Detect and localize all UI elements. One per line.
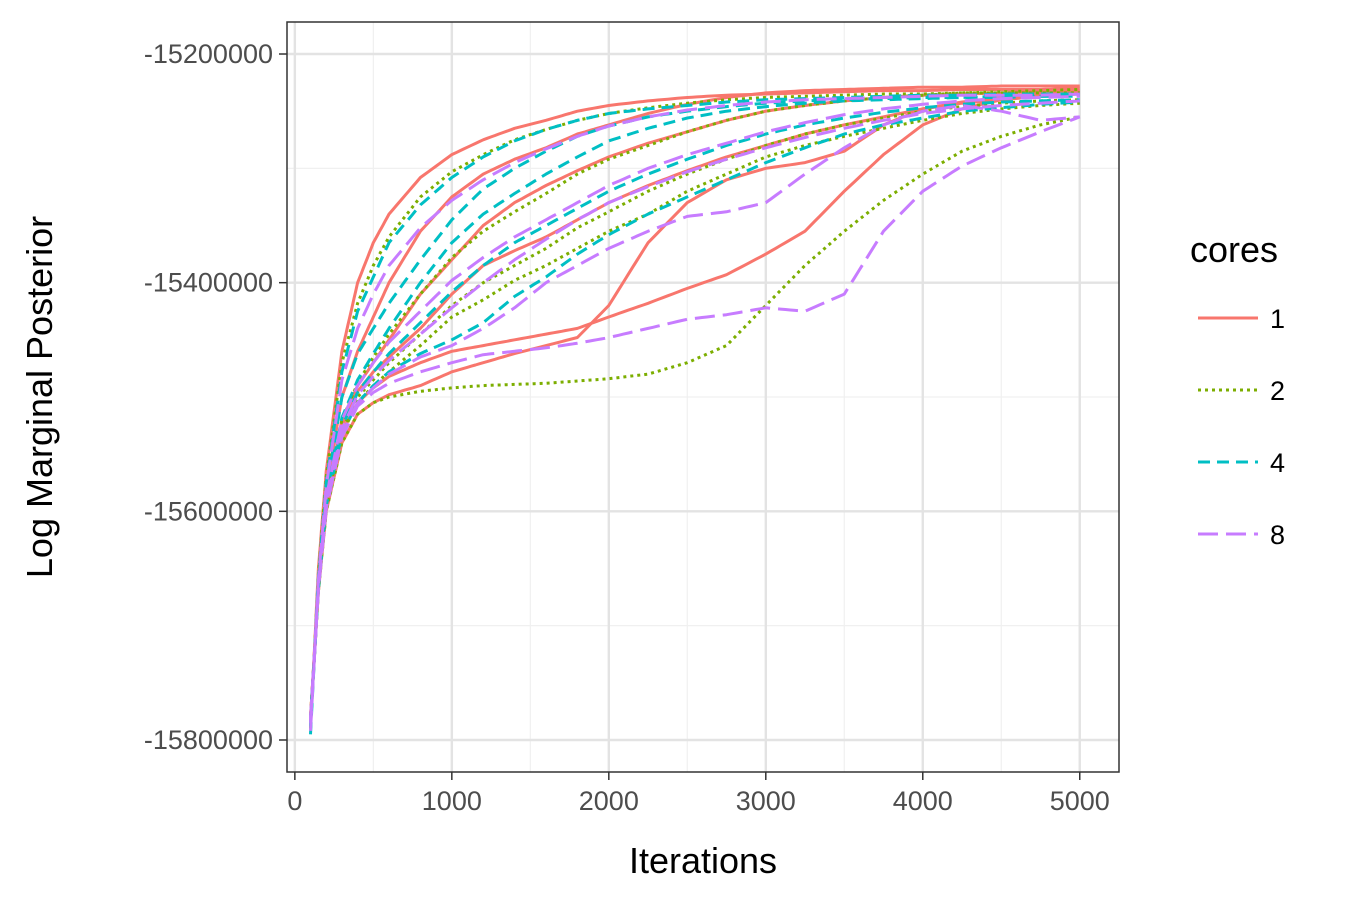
series-line-cores-8 <box>309 115 1081 720</box>
y-axis-title: Log Marginal Posterior <box>19 216 60 578</box>
legend-label: 8 <box>1270 520 1285 550</box>
x-tick-label: 2000 <box>579 786 639 816</box>
legend-label: 2 <box>1270 376 1285 406</box>
legend-label: 1 <box>1270 304 1285 334</box>
series-line-cores-2 <box>309 101 1080 720</box>
x-tick-label: 4000 <box>893 786 953 816</box>
plot-border <box>286 21 1120 773</box>
series-line-cores-4 <box>309 94 1080 723</box>
series-line-cores-1 <box>309 84 1080 723</box>
series-line-cores-8 <box>309 99 1080 721</box>
x-axis-title: Iterations <box>629 840 777 881</box>
y-tick-label: -15800000 <box>144 725 273 755</box>
x-tick-label: 0 <box>287 786 302 816</box>
y-axis: -15800000 -15600000 -15400000 -15200000 <box>144 39 287 755</box>
x-tick-label: 5000 <box>1050 786 1110 816</box>
series-line-cores-1 <box>309 86 1080 729</box>
x-tick-label: 1000 <box>422 786 482 816</box>
grid-major <box>287 22 1119 772</box>
series-line-cores-8 <box>309 94 1080 723</box>
y-tick-label: -15600000 <box>144 496 273 526</box>
legend: cores 1 2 4 8 <box>1190 229 1285 550</box>
legend-entries: 1 2 4 8 <box>1198 304 1285 550</box>
x-axis: 0 1000 2000 3000 4000 5000 <box>287 772 1110 816</box>
legend-title: cores <box>1190 229 1278 270</box>
series-line-cores-8 <box>309 92 1080 731</box>
y-tick-label: -15400000 <box>144 268 273 298</box>
series-line-cores-4 <box>309 98 1080 721</box>
series-group <box>309 84 1081 735</box>
series-line-cores-2 <box>309 91 1080 729</box>
x-tick-label: 3000 <box>736 786 796 816</box>
legend-label: 4 <box>1270 448 1285 478</box>
plot-area <box>286 21 1120 773</box>
y-tick-label: -15200000 <box>144 39 273 69</box>
